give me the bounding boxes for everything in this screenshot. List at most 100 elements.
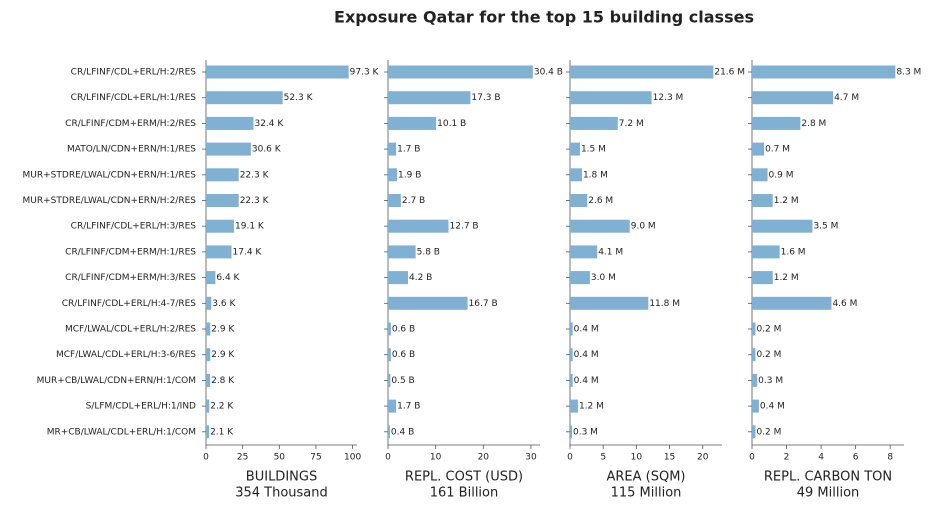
- y-tick-label: CR/LFINF/CDM+ERM/H:2/RES: [65, 119, 196, 129]
- value-label: 8.3 M: [896, 68, 921, 78]
- x-tick-label: 10: [631, 453, 643, 463]
- bar: [206, 322, 211, 336]
- bar: [388, 194, 401, 207]
- value-label: 1.2 M: [774, 273, 799, 283]
- value-label: 1.2 M: [579, 402, 604, 412]
- x-tick-label: 25: [237, 453, 248, 463]
- value-label: 4.7 M: [834, 93, 859, 103]
- bar: [752, 142, 765, 156]
- bar: [206, 219, 235, 233]
- bar: [388, 373, 391, 387]
- x-axis-total: 354 Thousand: [235, 486, 328, 501]
- bar: [206, 91, 283, 105]
- bar: [570, 271, 590, 285]
- bar: [752, 219, 813, 233]
- value-label: 2.8 M: [801, 119, 826, 129]
- bar: [388, 219, 449, 233]
- bar: [752, 348, 756, 362]
- value-label: 9.0 M: [631, 222, 656, 232]
- value-label: 97.3 K: [350, 68, 380, 78]
- value-label: 0.3 M: [573, 427, 598, 437]
- bar: [752, 91, 834, 105]
- x-tick-label: 2: [784, 453, 790, 463]
- bar: [570, 245, 598, 259]
- bar: [570, 322, 573, 336]
- bar: [752, 245, 780, 259]
- value-label: 17.4 K: [233, 247, 263, 257]
- x-tick-label: 5: [600, 453, 606, 463]
- value-label: 4.1 M: [598, 247, 623, 257]
- value-label: 16.7 B: [469, 299, 498, 309]
- bar: [206, 116, 254, 130]
- x-tick-label: 0: [567, 453, 573, 463]
- value-label: 3.6 K: [212, 299, 236, 309]
- value-label: 0.4 M: [574, 376, 599, 386]
- value-label: 2.8 K: [211, 376, 235, 386]
- value-label: 0.9 M: [769, 170, 794, 180]
- y-tick-label: CR/LFINF/CDL+ERL/H:3/RES: [71, 222, 197, 232]
- bar: [388, 399, 397, 413]
- value-label: 12.3 M: [653, 93, 684, 103]
- bar: [752, 322, 756, 336]
- bar: [388, 65, 533, 79]
- y-tick-label: MCF/LWAL/CDL+ERL/H:2/RES: [65, 325, 196, 335]
- value-label: 30.6 K: [252, 145, 282, 155]
- bar: [752, 116, 801, 130]
- x-axis-label: BUILDINGS: [246, 470, 317, 485]
- bar: [206, 296, 212, 310]
- value-label: 22.3 K: [240, 196, 270, 206]
- bar: [752, 425, 756, 439]
- value-label: 12.7 B: [450, 222, 479, 232]
- x-tick-label: 6: [853, 453, 859, 463]
- value-label: 19.1 K: [235, 222, 265, 232]
- chart-title: Exposure Qatar for the top 15 building c…: [334, 8, 754, 27]
- bar: [206, 348, 211, 362]
- y-tick-label: MCF/LWAL/CDL+ERL/H:3-6/RES: [56, 350, 196, 360]
- value-label: 5.8 B: [417, 247, 440, 257]
- bar: [388, 168, 398, 182]
- value-label: 1.2 M: [774, 196, 799, 206]
- value-label: 0.4 M: [760, 402, 785, 412]
- value-label: 0.2 M: [756, 325, 781, 335]
- value-label: 2.1 K: [210, 427, 234, 437]
- bar: [206, 168, 239, 182]
- value-label: 2.9 K: [211, 350, 235, 360]
- value-label: 0.5 B: [391, 376, 414, 386]
- y-tick-label: CR/LFINF/CDM+ERM/H:3/RES: [65, 273, 196, 283]
- x-axis-total: 161 Billion: [430, 486, 499, 501]
- bar: [570, 348, 573, 362]
- bar: [388, 245, 416, 259]
- value-label: 11.8 M: [649, 299, 680, 309]
- x-axis-label: REPL. COST (USD): [405, 470, 523, 485]
- bar: [570, 425, 572, 439]
- bar: [206, 142, 251, 156]
- value-label: 4.6 M: [832, 299, 857, 309]
- bar: [206, 65, 349, 79]
- x-tick-label: 20: [697, 453, 709, 463]
- value-label: 1.6 M: [781, 247, 806, 257]
- y-tick-label: CR/LFINF/CDL+ERL/H:4-7/RES: [62, 299, 197, 309]
- value-label: 1.9 B: [398, 170, 421, 180]
- bar: [206, 399, 210, 413]
- bar: [570, 168, 582, 182]
- value-label: 0.2 M: [756, 427, 781, 437]
- bar: [570, 116, 618, 130]
- value-label: 3.0 M: [591, 273, 616, 283]
- value-label: 1.8 M: [583, 170, 608, 180]
- y-tick-label: MUR+CB/LWAL/CDN+ERN/H:1/COM: [37, 376, 196, 386]
- bar: [206, 425, 210, 439]
- y-tick-label: CR/LFINF/CDL+ERL/H:2/RES: [71, 68, 197, 78]
- x-tick-label: 50: [274, 453, 286, 463]
- bar: [752, 399, 759, 413]
- x-tick-label: 100: [344, 453, 361, 463]
- value-label: 21.6 M: [714, 68, 745, 78]
- value-label: 3.5 M: [813, 222, 838, 232]
- y-tick-label: MUR+STDRE/LWAL/CDN+ERN/H:2/RES: [23, 196, 197, 206]
- y-tick-label: CR/LFINF/CDM+ERM/H:1/RES: [65, 247, 196, 257]
- bar: [388, 296, 468, 310]
- y-tick-label: MUR+STDRE/LWAL/CDN+ERN/H:1/RES: [23, 170, 197, 180]
- x-tick-label: 10: [430, 453, 442, 463]
- bar: [752, 65, 896, 79]
- x-tick-label: 75: [310, 453, 321, 463]
